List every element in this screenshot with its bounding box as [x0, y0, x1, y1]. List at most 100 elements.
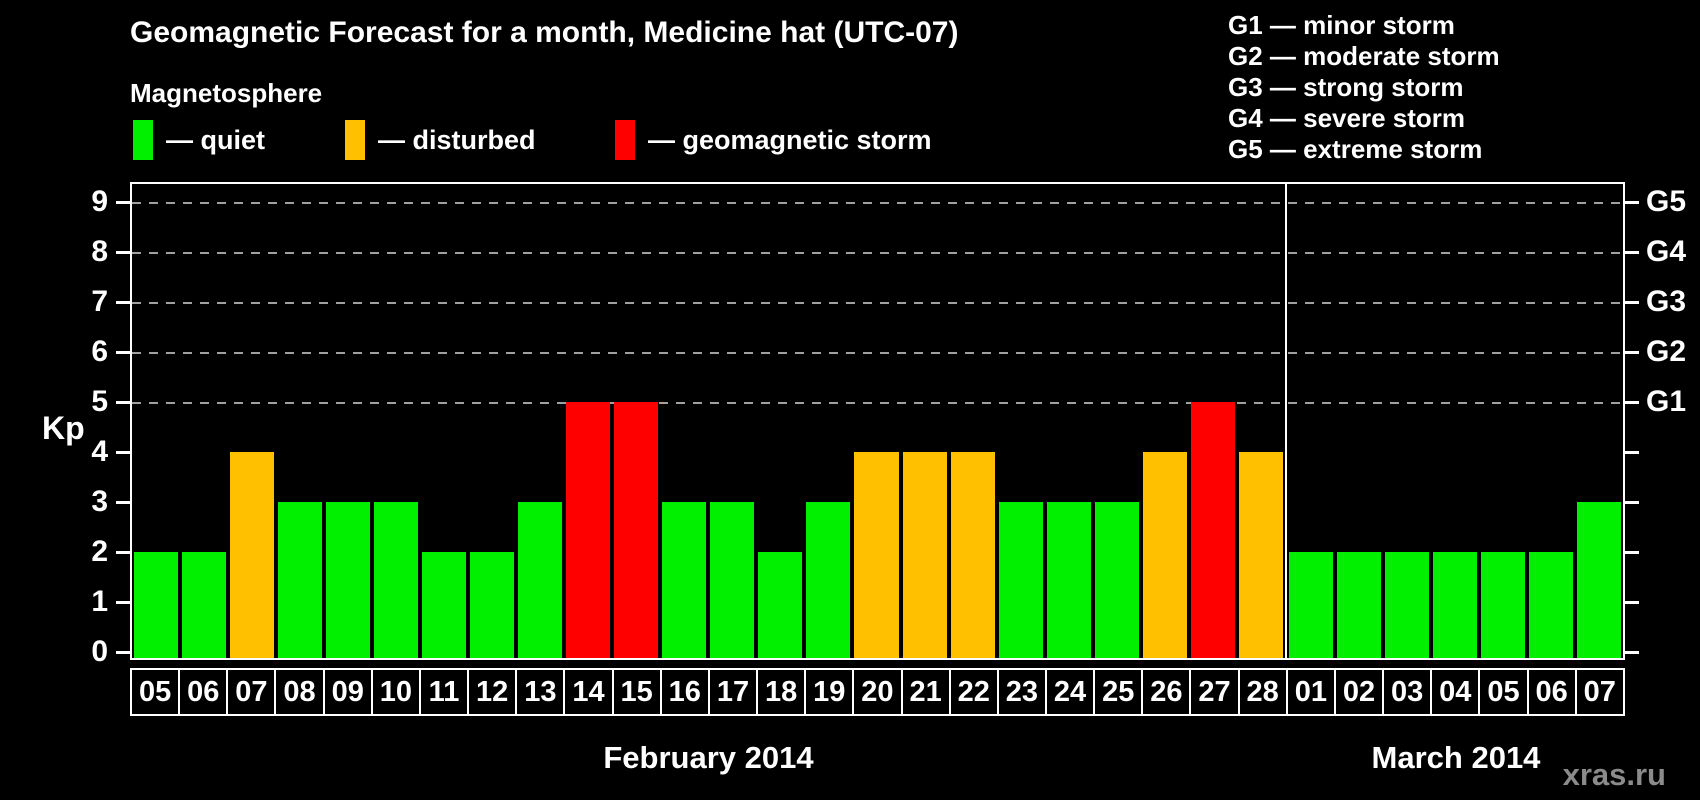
day-slot-february-06	[180, 184, 228, 658]
kp-bar-february-05	[134, 552, 179, 658]
g-axis-tick-4	[1625, 451, 1639, 454]
kp-tick-label-1: 1	[91, 585, 108, 618]
day-slot-march-01	[1284, 184, 1335, 658]
kp-bar-march-06	[1528, 552, 1573, 658]
date-axis: 05 06 07 08 09 10 11 12 13 14 15 16 17 18 19 20 21 22 23 24…	[130, 668, 1625, 716]
day-slot-february-27	[1189, 184, 1237, 658]
g-axis-tick-2	[1625, 551, 1639, 554]
date-cell-february-19: 19	[804, 668, 855, 716]
date-cell-february-11: 11	[418, 668, 470, 716]
kp-bar-march-04	[1432, 552, 1477, 658]
storm-scale-item-g5: G5 — extreme storm	[1228, 134, 1483, 164]
day-slot-march-05	[1479, 184, 1527, 658]
kp-bar-february-14	[566, 402, 611, 658]
kp-tick-label-6: 6	[91, 335, 108, 368]
day-slot-february-14	[564, 184, 612, 658]
g-axis-tick-6	[1625, 351, 1639, 354]
date-cell-march-04: 04	[1430, 668, 1481, 716]
date-cell-march-03: 03	[1382, 668, 1433, 716]
legend-label-storm: — geomagnetic storm	[648, 124, 932, 155]
date-cell-february-20: 20	[852, 668, 903, 716]
kp-tick-label-2: 2	[91, 535, 108, 568]
gridline-kp5	[132, 402, 1623, 404]
kp-tick-7	[116, 301, 130, 304]
date-cell-march-07: 07	[1574, 668, 1625, 716]
gridline-kp6	[132, 352, 1623, 354]
g-axis-tick-8	[1625, 251, 1639, 254]
day-slot-march-07	[1575, 184, 1623, 658]
date-cell-march-05: 05	[1478, 668, 1529, 716]
kp-tick-6	[116, 351, 130, 354]
legend-item-storm: — geomagnetic storm	[615, 118, 932, 162]
date-cell-february-23: 23	[996, 668, 1047, 716]
kp-bar-march-07	[1576, 502, 1621, 658]
kp-bar-february-26	[1142, 452, 1187, 658]
day-slot-february-19	[804, 184, 852, 658]
day-slot-february-21	[901, 184, 949, 658]
kp-bar-february-18	[758, 552, 803, 658]
day-slot-february-15	[612, 184, 660, 658]
kp-tick-label-9: 9	[91, 185, 108, 218]
g-scale-label-g4: G4	[1646, 235, 1687, 268]
date-cell-february-08: 08	[274, 668, 325, 716]
g-axis-tick-0	[1625, 651, 1639, 654]
g-scale-label-g5: G5	[1646, 185, 1687, 218]
date-cell-february-15: 15	[611, 668, 662, 716]
date-cell-march-02: 02	[1333, 668, 1385, 716]
legend-swatch-disturbed	[345, 120, 365, 160]
day-slot-march-02	[1335, 184, 1383, 658]
legend-label-disturbed: — disturbed	[378, 124, 536, 155]
kp-tick-3	[116, 501, 130, 504]
day-slot-february-05	[132, 184, 180, 658]
kp-bar-february-10	[374, 502, 419, 658]
kp-bar-february-06	[182, 552, 227, 658]
g-scale-label-g3: G3	[1646, 285, 1687, 318]
kp-tick-label-3: 3	[91, 485, 108, 518]
kp-bar-march-01	[1288, 552, 1333, 658]
day-slot-march-03	[1383, 184, 1431, 658]
kp-bar-february-13	[518, 502, 563, 658]
kp-bar-march-02	[1336, 552, 1381, 658]
day-slot-february-16	[660, 184, 708, 658]
kp-tick-label-5: 5	[91, 385, 108, 418]
day-slot-february-20	[852, 184, 900, 658]
kp-tick-9	[116, 201, 130, 204]
day-slot-february-22	[949, 184, 997, 658]
date-cell-february-25: 25	[1093, 668, 1144, 716]
day-slot-february-13	[516, 184, 564, 658]
day-slot-february-24	[1045, 184, 1093, 658]
storm-scale-legend: G1 — minor storm G2 — moderate storm G3 — …	[1228, 10, 1500, 165]
date-cell-february-07: 07	[226, 668, 277, 716]
kp-bar-february-25	[1094, 502, 1139, 658]
kp-bar-march-03	[1384, 552, 1429, 658]
kp-tick-4	[116, 451, 130, 454]
kp-tick-5	[116, 401, 130, 404]
day-slot-february-23	[997, 184, 1045, 658]
g-axis-tick-1	[1625, 601, 1639, 604]
date-cell-february-06: 06	[178, 668, 229, 716]
kp-bar-february-24	[1046, 502, 1091, 658]
legend-item-quiet: — quiet	[133, 118, 265, 162]
month-label-march: March 2014	[1371, 740, 1541, 775]
kp-bar-february-07	[230, 452, 275, 658]
date-cell-march-06: 06	[1526, 668, 1577, 716]
storm-scale-item-g2: G2 — moderate storm	[1228, 41, 1500, 71]
day-slot-february-07	[228, 184, 276, 658]
gridline-kp9	[132, 202, 1623, 204]
kp-tick-label-7: 7	[91, 285, 108, 318]
kp-bar-february-11	[422, 552, 467, 658]
date-cell-march-01: 01	[1285, 668, 1336, 716]
day-slot-february-18	[756, 184, 804, 658]
day-slot-march-06	[1527, 184, 1575, 658]
storm-scale-item-g3: G3 — strong storm	[1228, 72, 1464, 102]
date-cell-february-05: 05	[130, 668, 181, 716]
day-slot-february-08	[276, 184, 324, 658]
date-cell-february-21: 21	[900, 668, 951, 716]
g-axis-tick-7	[1625, 301, 1639, 304]
kp-bar-february-27	[1190, 402, 1235, 658]
date-cell-february-22: 22	[948, 668, 999, 716]
date-cell-february-09: 09	[322, 668, 373, 716]
month-label-february: February 2014	[603, 740, 814, 775]
magnetosphere-heading: Magnetosphere	[130, 78, 323, 108]
